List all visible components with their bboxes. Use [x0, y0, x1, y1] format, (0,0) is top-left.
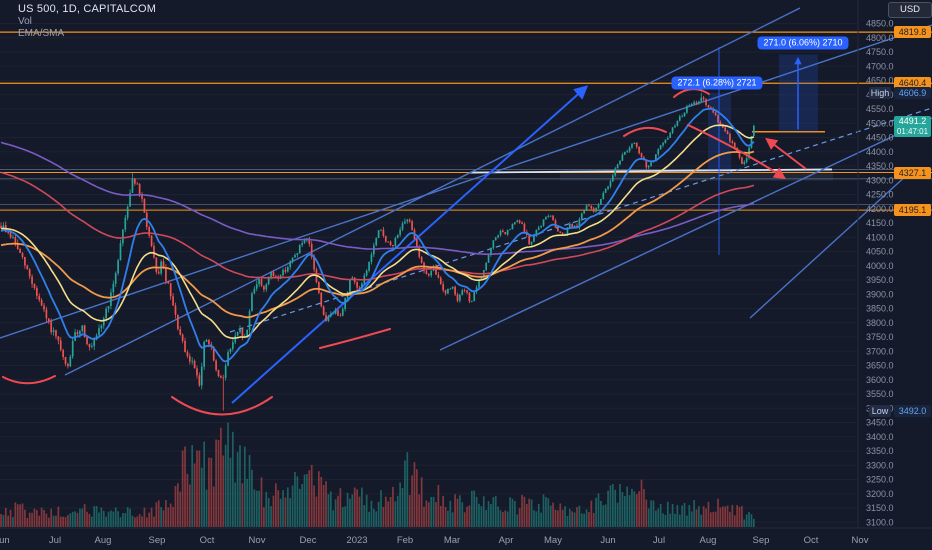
price-tick-label: 3100.0 [866, 517, 894, 527]
trend-arrow-up[interactable] [231, 85, 589, 404]
time-tick-label: Apr [499, 535, 514, 546]
time-tick-label: Jul [653, 535, 665, 546]
ema-fast-blue [0, 108, 755, 363]
trendline-dashed[interactable] [229, 107, 932, 333]
price-tick-label: 3600.0 [866, 375, 894, 385]
price-tick-label: 4000.0 [866, 261, 894, 271]
time-tick-label: Oct [200, 535, 215, 546]
price-tick-label: 3450.0 [866, 418, 894, 428]
red-curve-annotation [171, 396, 273, 416]
time-tick-label: Jul [49, 535, 61, 546]
price-tick-label: 4800.0 [866, 33, 894, 43]
price-tick-label: 4350.0 [866, 161, 894, 171]
red-curve-annotation [623, 126, 667, 137]
red-curve-annotation [2, 375, 56, 385]
time-tick-label: Sep [149, 535, 166, 546]
trendline-june-low[interactable] [64, 7, 801, 376]
currency-button[interactable]: USD [888, 2, 932, 18]
ema-slow-orange [0, 150, 755, 319]
price-tick-label: 3250.0 [866, 475, 894, 485]
red-curve-annotation [687, 124, 787, 179]
price-tick-label: 3900.0 [866, 289, 894, 299]
time-tick-label: Mar [444, 535, 460, 546]
price-tick-label: 4400.0 [866, 147, 894, 157]
time-tick-label: Oct [804, 535, 819, 546]
trendline-long-shallow[interactable] [0, 24, 932, 339]
price-tick-label: 3850.0 [866, 304, 894, 314]
trendline-march-low[interactable] [439, 117, 932, 351]
price-tick-label: 4500.0 [866, 118, 894, 128]
price-tick-label: 4200.0 [866, 204, 894, 214]
red-arrow-annotation [765, 137, 807, 170]
time-tick-label: Dec [300, 535, 317, 546]
trendline-august-low[interactable] [749, 173, 909, 319]
time-axis[interactable]: Jun Jul Aug Sep Oct Nov Dec 2023 Feb Mar Apr May Jun… [0, 535, 869, 546]
price-tick-label: 3550.0 [866, 389, 894, 399]
time-tick-label: Feb [397, 535, 413, 546]
grid [560, 169, 833, 181]
time-tick-label: Aug [95, 535, 112, 546]
price-tick-label: 4700.0 [866, 61, 894, 71]
price-tick-label: 3350.0 [866, 446, 894, 456]
price-axis[interactable]: 3100.0 3150.0 3200.0 3250.0 3300.0 3350.0 3400… [0, 0, 932, 529]
ema-mid-yellow [0, 124, 755, 339]
price-tick-label: 4150.0 [866, 218, 894, 228]
time-tick-label: Sep [753, 535, 770, 546]
price-tick-label: 4550.0 [866, 104, 894, 114]
time-tick-label: 2023 [346, 535, 367, 546]
time-tick-label: Jun [0, 535, 10, 546]
price-tick-label: 4300.0 [866, 175, 894, 185]
price-tick-label: 4750.0 [866, 47, 894, 57]
time-tick-label: Aug [700, 535, 717, 546]
time-tick-label: Nov [249, 535, 266, 546]
price-tick-label: 4250.0 [866, 190, 894, 200]
price-tick-label: 3200.0 [866, 489, 894, 499]
price-tick-label: 4450.0 [866, 133, 894, 143]
support-zone [560, 169, 833, 181]
price-tick-label: 3400.0 [866, 432, 894, 442]
price-tick-label: 4100.0 [866, 232, 894, 242]
red-curve-annotation [319, 328, 391, 349]
price-tick-label: 3800.0 [866, 318, 894, 328]
volume-bars [0, 422, 755, 527]
moving-averages [0, 108, 755, 363]
price-tick-label: 3650.0 [866, 361, 894, 371]
price-tick-label: 3950.0 [866, 275, 894, 285]
price-tick-label: 4600.0 [866, 90, 894, 100]
price-tick-label: 3700.0 [866, 346, 894, 356]
price-tick-label: 3300.0 [866, 460, 894, 470]
red-curve-annotation [673, 88, 710, 98]
price-tick-label: 4050.0 [866, 247, 894, 257]
trendlines[interactable] [0, 7, 932, 404]
price-tick-label: 3750.0 [866, 332, 894, 342]
price-tick-label: 3500.0 [866, 403, 894, 413]
measure-tools[interactable] [708, 47, 818, 255]
price-tick-label: 4650.0 [866, 76, 894, 86]
time-tick-label: Jun [600, 535, 615, 546]
time-tick-label: Nov [852, 535, 869, 546]
time-tick-label: May [544, 535, 562, 546]
price-tick-label: 3150.0 [866, 503, 894, 513]
price-tick-label: 4850.0 [866, 19, 894, 29]
